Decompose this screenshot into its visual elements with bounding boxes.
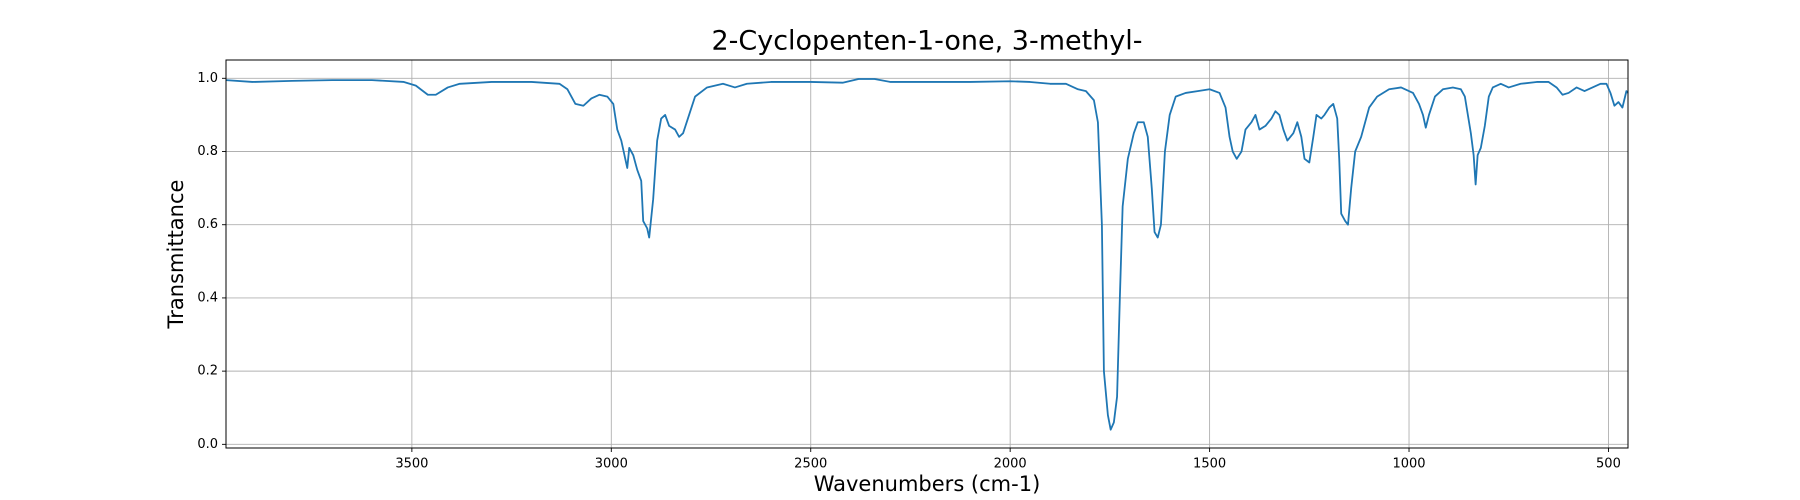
x-tick-label: 2500 [794, 457, 827, 472]
y-tick-label: 1.0 [197, 71, 218, 86]
y-tick-label: 0.6 [197, 217, 218, 232]
x-axis-label: Wavenumbers (cm-1) [814, 472, 1041, 496]
x-tick-label: 3000 [595, 457, 628, 472]
chart-title: 2-Cyclopenten-1-one, 3-methyl- [711, 26, 1142, 57]
x-tick-label: 2000 [994, 457, 1027, 472]
x-tick-label: 500 [1596, 457, 1621, 472]
plot-frame [225, 59, 1629, 449]
y-tick-label: 0.2 [197, 364, 218, 379]
y-tick-label: 0.4 [197, 290, 218, 305]
x-tick-label: 3500 [395, 457, 428, 472]
y-tick-label: 0.8 [197, 144, 218, 159]
y-axis-label: Transmittance [164, 180, 188, 330]
x-tick-label: 1000 [1392, 457, 1425, 472]
y-tick-label: 0.0 [197, 437, 218, 452]
x-tick-label: 1500 [1193, 457, 1226, 472]
spectrum-line [225, 78, 1629, 431]
